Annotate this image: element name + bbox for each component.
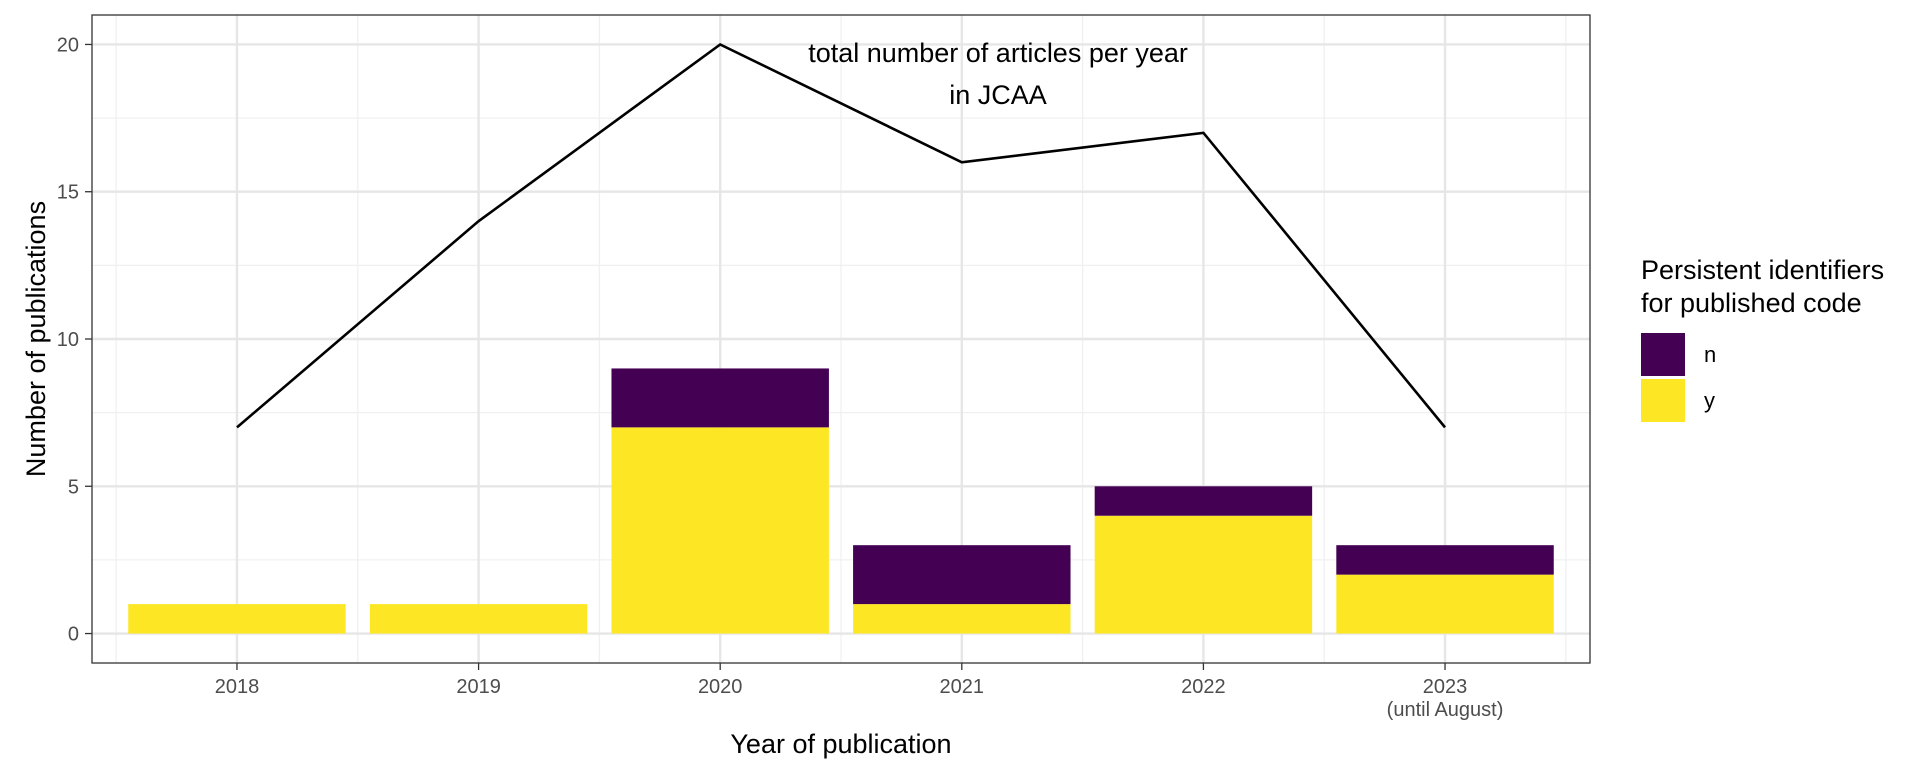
bar-y-2020 (611, 427, 829, 634)
bar-y-2022 (1094, 515, 1313, 634)
y-tick-label: 20 (57, 34, 79, 56)
x-tick-label: 2020 (698, 676, 743, 698)
y-tick-label: 15 (57, 182, 79, 204)
y-axis-title: Number of publications (21, 201, 51, 477)
bar-n-2020 (611, 368, 829, 428)
line-annotation-1: total number of articles per year (808, 38, 1188, 68)
bar-n-2021 (853, 545, 1071, 605)
y-tick-label: 0 (68, 624, 79, 646)
x-axis: 2018 2019 2020 2021 2022 2023(until August) (215, 663, 1504, 721)
total-line (236, 42, 1447, 429)
x-tick-label: 2022 (1181, 676, 1226, 698)
legend-key-n (1641, 333, 1685, 376)
y-axis: 0 5 10 15 20 (57, 34, 92, 646)
bar-n-2023 (1336, 545, 1554, 575)
bar-y-2023 (1336, 574, 1554, 634)
legend-key-y (1641, 379, 1685, 422)
legend-entries: ny (1641, 333, 1716, 422)
bar-y-2021 (853, 604, 1071, 634)
bars (128, 368, 1554, 634)
legend-label-n: n (1704, 342, 1716, 367)
bar-y-2018 (128, 604, 346, 634)
x-tick-label: 2023 (1423, 676, 1468, 698)
line-annotation-2: in JCAA (949, 80, 1047, 110)
x-tick-label: 2021 (940, 676, 985, 698)
y-tick-label: 10 (57, 329, 79, 351)
x-axis-title: Year of publication (730, 729, 951, 759)
total-line-path (236, 42, 1447, 429)
legend-title-line-2: for published code (1641, 288, 1862, 318)
legend-title-line-1: Persistent identifiers (1641, 255, 1884, 285)
y-tick-label: 5 (68, 476, 79, 498)
legend-label-y: y (1704, 388, 1715, 413)
legend: Persistent identifiers for published cod… (1641, 255, 1884, 422)
x-tick-sublabel: (until August) (1387, 699, 1504, 721)
bar-n-2022 (1094, 486, 1313, 516)
x-tick-label: 2019 (456, 676, 501, 698)
bar-y-2019 (369, 604, 588, 634)
x-tick-label: 2018 (215, 676, 260, 698)
